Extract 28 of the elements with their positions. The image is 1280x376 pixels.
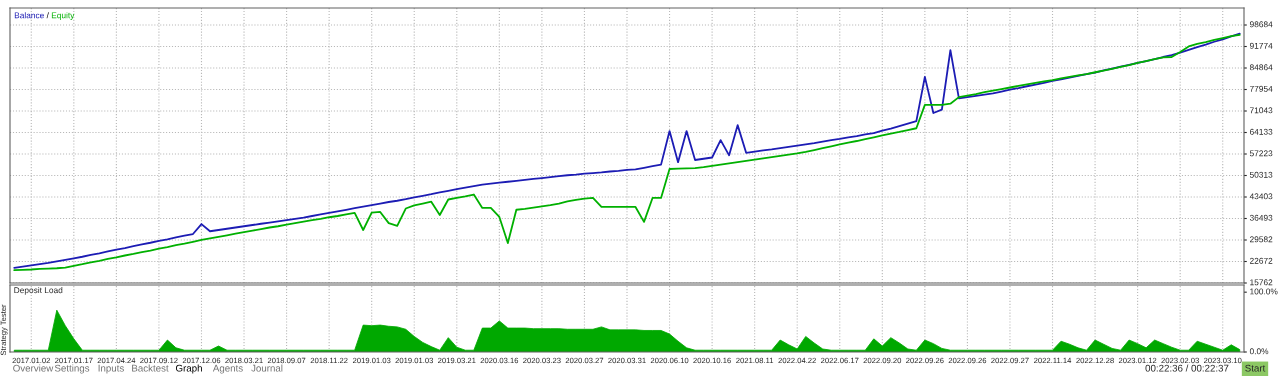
y-tick-label: 91774 xyxy=(1249,42,1273,49)
text: Inputs xyxy=(98,364,124,374)
text: Journal xyxy=(251,364,283,372)
y-tick-label: 57223 xyxy=(1249,150,1273,157)
y-tick-label: 29582 xyxy=(1249,236,1273,243)
text: 00:22:36 / 00:22:37 xyxy=(1145,364,1229,372)
text: Overview xyxy=(13,364,54,372)
y-tick-label: 43403 xyxy=(1249,193,1273,200)
y-tick-label: 50313 xyxy=(1249,171,1273,178)
text: Balance xyxy=(14,12,44,19)
text: Settings xyxy=(54,364,90,374)
text: Backtest xyxy=(132,364,169,372)
y-tick-label: 15762 xyxy=(1250,279,1273,286)
annotation: / xyxy=(46,12,49,19)
text: Graph xyxy=(175,364,202,374)
y-tick-label: 84864 xyxy=(1249,64,1273,71)
y-tick-label: 100.0% xyxy=(1250,288,1278,295)
y-tick-label: 64133 xyxy=(1249,128,1273,135)
y-tick-label: 98684 xyxy=(1249,21,1273,28)
text: Equity xyxy=(51,12,75,20)
text: Start xyxy=(1245,364,1266,372)
y-tick-label: 71043 xyxy=(1249,107,1273,114)
y-tick-label: 77954 xyxy=(1249,85,1273,92)
chart-title: Deposit Load xyxy=(14,287,63,295)
y-tick-label: 22672 xyxy=(1249,257,1273,264)
y-tick-label: 0.0% xyxy=(1249,348,1269,355)
y-tick-label: 36493 xyxy=(1249,214,1273,221)
text: Agents xyxy=(212,364,243,374)
